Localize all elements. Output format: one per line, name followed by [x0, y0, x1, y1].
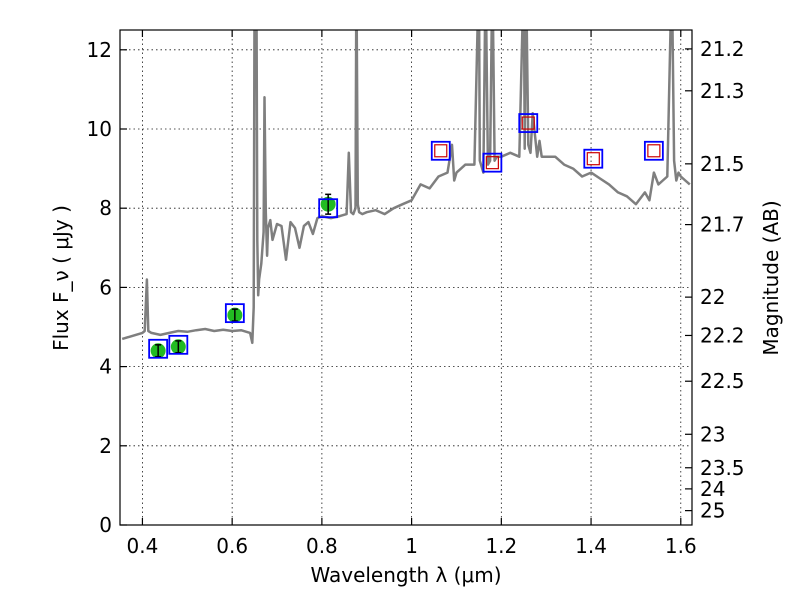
- x-tick-label: 0.4: [127, 534, 159, 558]
- model-photometry-square: [643, 140, 664, 161]
- plot-frame: [119, 29, 693, 526]
- mag-tick-label: 23.5: [700, 456, 745, 480]
- photometry-points: [148, 113, 664, 359]
- y-tick-label: 2: [99, 434, 112, 458]
- y2-axis-title: Magnitude (AB): [759, 200, 783, 355]
- model-photometry-square: [430, 140, 451, 161]
- x-axis: 0.4 0.6 0.8 1 1.2 1.4 1.6: [127, 30, 697, 558]
- x-tick-label: 0.6: [216, 534, 248, 558]
- mag-tick-label: 22.5: [700, 369, 745, 393]
- mag-tick-label: 22.2: [700, 323, 745, 347]
- x-tick-label: 0.8: [306, 534, 338, 558]
- y-tick-label: 10: [87, 117, 112, 141]
- mag-tick-label: 21.7: [700, 213, 745, 237]
- x-tick-label: 1.2: [485, 534, 517, 558]
- x-axis-title: Wavelength λ (μm): [310, 563, 501, 587]
- x-tick-label: 1.4: [575, 534, 607, 558]
- plot-area: [121, 30, 691, 345]
- sed-model-line: [121, 30, 691, 345]
- model-photometry-square: [168, 334, 189, 355]
- predicted-photometry-square: [586, 152, 600, 166]
- model-photometry-square: [148, 338, 169, 359]
- y-tick-label: 8: [99, 196, 112, 220]
- mag-tick-label: 21.2: [700, 37, 745, 61]
- y-tick-label: 4: [99, 355, 112, 379]
- predicted-photometry-square: [485, 156, 499, 170]
- y-axis-title: Flux F_ν ( μJy ): [49, 205, 73, 351]
- y-tick-label: 6: [99, 275, 112, 299]
- model-photometry-square: [583, 148, 604, 169]
- mag-tick-label: 23: [700, 422, 725, 446]
- grid-lines: [120, 30, 692, 526]
- y-axis-flux: 0 2 4 6 8 10 12: [87, 38, 127, 537]
- mag-tick-label: 21.5: [700, 152, 745, 176]
- mag-tick-label: 21.3: [700, 79, 745, 103]
- model-photometry-square: [482, 152, 503, 173]
- x-tick-label: 1: [405, 534, 418, 558]
- predicted-photometry-square: [521, 116, 535, 130]
- x-tick-label: 1.6: [665, 534, 697, 558]
- mag-tick-label: 24: [700, 477, 725, 501]
- model-photometry-square: [318, 198, 339, 219]
- mag-tick-label: 22: [700, 285, 725, 309]
- model-photometry-square: [518, 113, 539, 133]
- y-tick-label: 0: [99, 513, 112, 537]
- predicted-photometry-square: [434, 144, 448, 158]
- model-photometry-square: [224, 303, 245, 324]
- mag-tick-label: 25: [700, 499, 725, 523]
- y-tick-label: 12: [87, 38, 112, 62]
- predicted-photometry-square: [647, 144, 661, 158]
